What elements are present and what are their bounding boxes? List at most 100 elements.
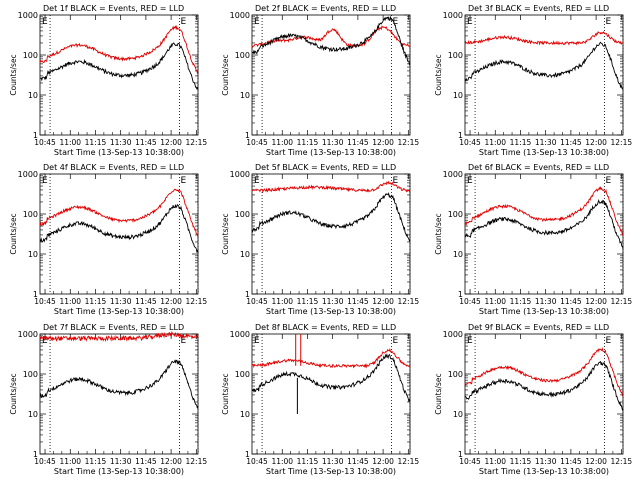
x-axis-label: Start Time (13-Sep-13 10:38:00)	[266, 467, 396, 476]
series-red-lld	[251, 347, 411, 369]
x-tick-label: 12:15	[186, 138, 208, 147]
panel-title: Det 6f BLACK = Events, RED = LLD	[468, 163, 609, 172]
x-tick-label: 10:45	[459, 457, 481, 466]
time-marker-label: E	[181, 17, 187, 27]
y-axis-label: Counts/sec	[434, 213, 443, 254]
x-tick-label: 10:45	[459, 297, 481, 306]
x-tick-label: 11:45	[560, 457, 582, 466]
y-tick-label: 1	[33, 131, 38, 140]
x-tick-label: 12:15	[611, 297, 633, 306]
time-marker-label: E	[393, 336, 399, 346]
panel-title: Det 7f BLACK = Events, RED = LLD	[43, 323, 184, 332]
y-axis-label: Counts/sec	[9, 213, 18, 254]
y-axis-label: Counts/sec	[434, 54, 443, 95]
y-axis-label: Counts/sec	[221, 373, 230, 414]
start-marker-label: E	[467, 176, 473, 186]
y-tick-label: 10	[453, 410, 463, 419]
detector-panel-7: Det 7f BLACK = Events, RED = LLD 1 10 100 10…	[9, 323, 207, 476]
time-marker-label: E	[606, 176, 612, 186]
y-tick-label: 10	[453, 250, 463, 259]
series-red-lld	[39, 24, 199, 75]
y-tick-label: 1	[33, 290, 38, 299]
y-tick-label: 1000	[230, 330, 250, 339]
y-tick-label: 1	[458, 450, 463, 459]
x-tick-label: 12:00	[372, 297, 394, 306]
x-tick-label: 11:30	[322, 457, 344, 466]
x-tick-label: 12:15	[611, 138, 633, 147]
y-tick-label: 100	[235, 51, 250, 60]
y-axis-label: Counts/sec	[221, 213, 230, 254]
x-tick-label: 11:00	[271, 138, 293, 147]
y-tick-label: 10	[240, 91, 250, 100]
y-tick-label: 100	[448, 51, 463, 60]
series-black-events	[251, 15, 411, 66]
y-tick-label: 100	[23, 370, 38, 379]
panel-title: Det 4f BLACK = Events, RED = LLD	[43, 163, 184, 172]
series-black-events	[464, 361, 624, 412]
y-axis-label: Counts/sec	[221, 54, 230, 95]
x-tick-label: 11:15	[297, 457, 319, 466]
x-tick-label: 11:45	[135, 457, 157, 466]
y-tick-label: 1000	[18, 11, 38, 20]
y-tick-label: 1	[458, 131, 463, 140]
x-tick-label: 11:15	[297, 138, 319, 147]
y-tick-label: 1	[33, 450, 38, 459]
x-tick-label: 11:45	[347, 297, 369, 306]
x-tick-label: 11:30	[535, 457, 557, 466]
plot-frame	[39, 333, 199, 455]
detector-panel-4: Det 4f BLACK = Events, RED = LLD 1 10 100 10…	[9, 163, 207, 316]
x-tick-label: 12:00	[585, 297, 607, 306]
y-tick-label: 1	[245, 450, 250, 459]
x-tick-label: 11:45	[560, 138, 582, 147]
series-black-events	[40, 42, 199, 91]
x-tick-label: 11:45	[560, 297, 582, 306]
x-tick-label: 11:30	[110, 457, 132, 466]
panel-title: Det 1f BLACK = Events, RED = LLD	[43, 4, 184, 13]
x-tick-label: 10:45	[246, 138, 268, 147]
x-axis-label: Start Time (13-Sep-13 10:38:00)	[479, 467, 609, 476]
plot-frame	[251, 173, 411, 295]
x-tick-label: 12:15	[398, 297, 420, 306]
x-tick-label: 11:15	[85, 297, 107, 306]
panel-title: Det 2f BLACK = Events, RED = LLD	[255, 4, 396, 13]
series-black-events	[464, 41, 624, 90]
x-tick-label: 11:15	[85, 138, 107, 147]
x-axis-label: Start Time (13-Sep-13 10:38:00)	[479, 148, 609, 157]
y-tick-label: 10	[240, 410, 250, 419]
series-black-events	[251, 192, 411, 242]
series-red-lld	[39, 330, 199, 342]
start-marker-label: E	[42, 17, 48, 27]
time-marker-label: E	[181, 176, 187, 186]
series-black-events	[464, 198, 624, 250]
x-axis-label: Start Time (13-Sep-13 10:38:00)	[266, 307, 396, 316]
x-tick-label: 11:45	[135, 138, 157, 147]
y-tick-label: 10	[28, 410, 38, 419]
detector-panel-6: Det 6f BLACK = Events, RED = LLD 1 10 100 10…	[434, 163, 632, 316]
x-tick-label: 11:00	[271, 297, 293, 306]
x-tick-label: 10:45	[246, 297, 268, 306]
panel-title: Det 3f BLACK = Events, RED = LLD	[468, 4, 609, 13]
start-marker-label: E	[42, 336, 48, 346]
start-marker-label: E	[254, 17, 260, 27]
y-tick-label: 10	[28, 91, 38, 100]
y-tick-label: 1	[245, 290, 250, 299]
x-tick-label: 10:45	[246, 457, 268, 466]
x-tick-label: 12:00	[585, 457, 607, 466]
x-tick-label: 11:15	[297, 297, 319, 306]
x-tick-label: 11:15	[510, 138, 532, 147]
y-tick-label: 1000	[230, 170, 250, 179]
series-red-lld	[464, 346, 624, 397]
x-tick-label: 11:00	[484, 297, 506, 306]
detector-panel-1: Det 1f BLACK = Events, RED = LLD 1 10 100 10…	[9, 4, 207, 157]
x-tick-label: 11:45	[135, 297, 157, 306]
series-red-lld	[39, 188, 199, 237]
y-tick-label: 100	[235, 210, 250, 219]
y-axis-label: Counts/sec	[9, 373, 18, 414]
series-red-lld	[251, 25, 411, 49]
x-tick-label: 12:00	[160, 138, 182, 147]
x-tick-label: 11:15	[510, 297, 532, 306]
x-tick-label: 11:30	[535, 138, 557, 147]
plot-frame	[39, 173, 199, 295]
x-tick-label: 11:15	[510, 457, 532, 466]
y-tick-label: 10	[240, 250, 250, 259]
